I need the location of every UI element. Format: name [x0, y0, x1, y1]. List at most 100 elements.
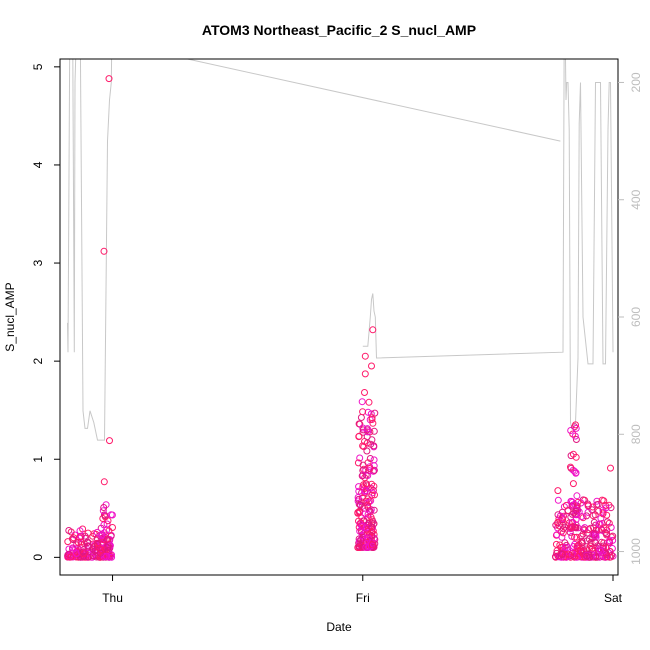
- data-point: [592, 533, 600, 541]
- data-point: [100, 521, 108, 529]
- data-point: [69, 544, 77, 552]
- x-axis: Thu Fri Sat: [102, 575, 623, 605]
- y2-tick-label: 1000: [629, 538, 643, 565]
- data-point: [580, 525, 587, 533]
- data-point: [571, 500, 578, 508]
- pressure-line-segment-2: [362, 59, 614, 430]
- data-point: [585, 526, 593, 534]
- data-point: [84, 538, 92, 546]
- y-axis-right: 200 400 600 800 1000: [618, 72, 643, 565]
- data-point: [572, 436, 580, 443]
- data-point: [105, 527, 113, 535]
- data-point-outlier: [361, 370, 369, 378]
- data-point-outlier: [106, 437, 113, 445]
- data-point: [370, 466, 378, 474]
- data-point: [359, 426, 367, 434]
- x-tick-label: Sat: [604, 591, 623, 605]
- data-point: [362, 471, 370, 479]
- data-point: [355, 420, 363, 428]
- data-point: [354, 509, 362, 517]
- data-point: [581, 524, 589, 532]
- y2-tick-label: 600: [629, 307, 643, 327]
- data-point: [358, 472, 366, 480]
- data-point: [599, 510, 607, 518]
- data-point: [559, 521, 567, 529]
- data-point: [588, 506, 596, 514]
- y-tick-label: 1: [31, 456, 45, 463]
- x-tick-label: Thu: [102, 591, 123, 605]
- data-point: [358, 522, 366, 530]
- data-point: [602, 504, 610, 512]
- data-point: [571, 432, 579, 440]
- data-point: [603, 518, 611, 526]
- data-point: [597, 514, 605, 522]
- data-point: [67, 553, 74, 561]
- data-point: [364, 534, 372, 542]
- data-point-outlier: [368, 362, 375, 370]
- data-point: [356, 501, 364, 509]
- data-point: [65, 527, 73, 534]
- data-point-outlier: [369, 326, 377, 334]
- data-point: [568, 549, 576, 557]
- data-point: [363, 433, 371, 441]
- data-point: [357, 519, 365, 527]
- data-point: [368, 523, 376, 531]
- data-point: [370, 442, 378, 450]
- data-point: [370, 456, 378, 464]
- data-point: [572, 424, 580, 432]
- data-point: [573, 533, 581, 541]
- data-point: [571, 467, 579, 475]
- y-tick-label: 2: [31, 357, 45, 364]
- y-tick-label: 0: [31, 554, 45, 561]
- data-point: [572, 516, 580, 523]
- data-point: [108, 551, 115, 559]
- y-tick-label: 4: [31, 161, 45, 168]
- pressure-line-connector: [187, 59, 561, 142]
- data-point: [603, 511, 611, 519]
- data-point: [579, 514, 587, 522]
- data-point: [368, 491, 376, 499]
- scatter-points-layer: [64, 75, 617, 561]
- data-point: [99, 507, 107, 515]
- data-point: [104, 543, 112, 551]
- data-point: [362, 543, 370, 551]
- data-point: [361, 510, 369, 518]
- pressure-line-layer: [67, 59, 614, 441]
- data-point: [368, 528, 376, 536]
- data-point: [598, 496, 606, 504]
- data-point: [590, 518, 598, 526]
- data-point: [355, 542, 363, 550]
- data-point: [362, 487, 369, 494]
- data-point: [357, 414, 365, 421]
- chart-title: ATOM3 Northeast_Pacific_2 S_nucl_AMP: [202, 22, 476, 38]
- data-point: [64, 538, 72, 546]
- data-point: [89, 552, 97, 560]
- data-point: [70, 534, 78, 542]
- data-point: [561, 550, 569, 558]
- data-point: [356, 454, 364, 462]
- data-point: [552, 521, 560, 529]
- data-point: [561, 543, 569, 551]
- data-point: [98, 531, 106, 539]
- data-point: [585, 535, 593, 543]
- data-point: [575, 540, 583, 548]
- data-point: [109, 524, 116, 531]
- data-point: [583, 552, 591, 560]
- data-point: [96, 549, 104, 557]
- data-point: [363, 447, 371, 455]
- data-point: [94, 541, 101, 549]
- data-point: [574, 498, 582, 506]
- data-point: [593, 497, 601, 505]
- data-point: [65, 545, 73, 553]
- data-point: [565, 550, 572, 558]
- data-point: [558, 551, 566, 558]
- data-point-outlier: [572, 421, 579, 429]
- data-point: [552, 553, 559, 561]
- data-point-outlier: [361, 352, 369, 360]
- data-point: [573, 492, 581, 500]
- data-point: [606, 537, 613, 545]
- data-point: [571, 553, 579, 561]
- data-point: [100, 504, 108, 511]
- data-point: [359, 467, 367, 474]
- data-point: [99, 515, 107, 522]
